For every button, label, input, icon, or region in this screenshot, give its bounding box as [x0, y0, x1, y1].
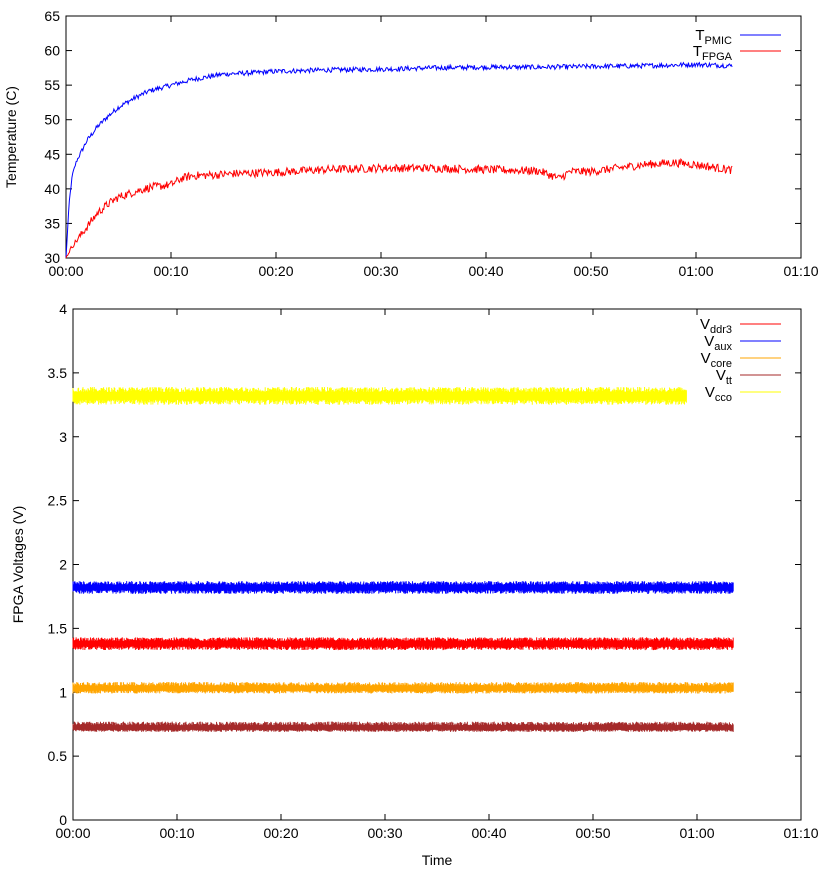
x-tick-label: 00:50 [573, 263, 608, 279]
x-tick-label: 00:40 [471, 825, 506, 841]
x-tick-label: 00:50 [575, 825, 610, 841]
y-tick-label: 0 [59, 812, 67, 828]
y-tick-label: 35 [44, 215, 60, 231]
series-v-aux-legend-label: Vaux [704, 333, 732, 353]
y-tick-label: 55 [44, 77, 60, 93]
x-tick-label: 00:20 [258, 263, 293, 279]
y-tick-label: 50 [44, 112, 60, 128]
series-v-tt-band [72, 721, 734, 732]
temperature-chart: 00:00 00:10 00:20 00:30 00:40 00:50 01:00 01:10… [3, 8, 819, 279]
x-tick-label: 01:10 [783, 263, 818, 279]
series-v-cco-legend-label: Vcco [705, 384, 732, 404]
x-tick-label: 00:20 [263, 825, 298, 841]
voltage-chart: 00:00 00:10 00:20 00:30 00:40 00:50 01:00 01:10… [10, 301, 819, 868]
x-tick-label: 01:00 [678, 263, 713, 279]
series-v-cco-band [72, 386, 687, 405]
y-tick-label: 60 [44, 43, 60, 59]
y-axis-label: Temperature (C) [3, 86, 19, 188]
x-tick-label: 00:00 [48, 263, 83, 279]
y-tick-label: 40 [44, 181, 60, 197]
series-v-ddr3-band [72, 637, 734, 651]
series-v-aux-band [72, 581, 734, 594]
x-tick-label: 00:10 [159, 825, 194, 841]
series-t-pmic-legend-label: TPMIC [695, 27, 732, 47]
y-tick-label: 65 [44, 8, 60, 24]
y-tick-label: 1 [59, 684, 67, 700]
series-v-core-band [72, 682, 734, 694]
series-v-core-legend-label: Vcore [701, 350, 732, 370]
y-tick-label: 2.5 [48, 493, 68, 509]
series-t-fpga-legend-label: TFPGA [693, 43, 733, 63]
plot-frame [72, 308, 802, 821]
y-tick-label: 4 [59, 301, 67, 317]
x-tick-label: 00:40 [468, 263, 503, 279]
x-axis-label: Time [422, 852, 453, 868]
plot-frame [65, 15, 802, 259]
y-tick-label: 0.5 [48, 748, 68, 764]
y-tick-label: 3 [59, 429, 67, 445]
y-tick-label: 30 [44, 250, 60, 266]
y-tick-label: 3.5 [48, 365, 68, 381]
x-tick-label: 01:00 [679, 825, 714, 841]
series-v-ddr3-legend-label: Vddr3 [700, 316, 732, 336]
x-tick-label: 00:30 [367, 825, 402, 841]
x-tick-label: 00:30 [363, 263, 398, 279]
x-tick-label: 00:00 [55, 825, 90, 841]
series-v-tt-legend-label: Vtt [716, 367, 732, 387]
y-axis-label: FPGA Voltages (V) [10, 506, 26, 624]
x-tick-label: 01:10 [783, 825, 818, 841]
series-t-fpga-line [65, 158, 733, 259]
y-tick-label: 45 [44, 146, 60, 162]
y-tick-label: 1.5 [48, 620, 68, 636]
x-tick-label: 00:10 [153, 263, 188, 279]
y-tick-label: 2 [59, 557, 67, 573]
series-t-pmic-line [65, 61, 733, 258]
